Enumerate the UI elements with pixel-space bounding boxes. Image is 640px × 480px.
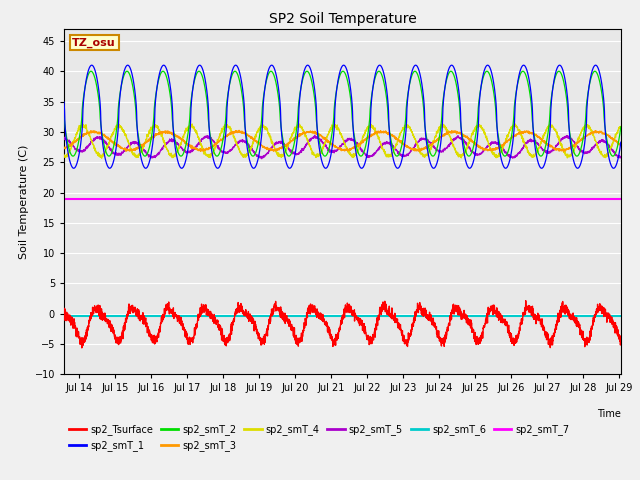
Legend: sp2_Tsurface, sp2_smT_1, sp2_smT_2, sp2_smT_3, sp2_smT_4, sp2_smT_5, sp2_smT_6, : sp2_Tsurface, sp2_smT_1, sp2_smT_2, sp2_… bbox=[69, 424, 570, 451]
Y-axis label: Soil Temperature (C): Soil Temperature (C) bbox=[19, 144, 29, 259]
Title: SP2 Soil Temperature: SP2 Soil Temperature bbox=[269, 12, 416, 26]
Text: TZ_osu: TZ_osu bbox=[72, 37, 116, 48]
Text: Time: Time bbox=[597, 409, 621, 419]
